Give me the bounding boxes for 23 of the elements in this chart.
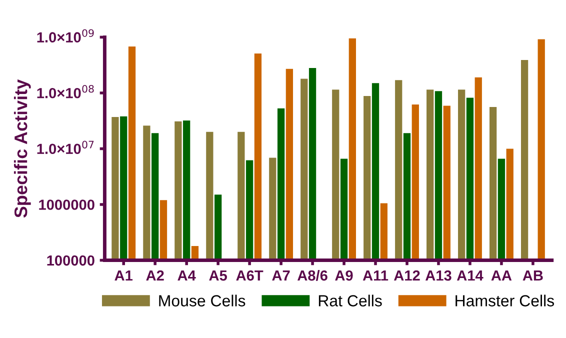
x-tick-label: A1 — [114, 270, 133, 281]
x-tick-label: A13 — [425, 270, 452, 281]
legend-label: Hamster Cells — [456, 294, 554, 306]
y-axis-title: Specific Activity — [14, 79, 31, 218]
legend-label: Rat Cells — [318, 294, 382, 306]
x-tick-label: AA — [491, 270, 512, 281]
x-tick-label: A8/6 — [297, 270, 328, 281]
x-tick-label: A4 — [178, 270, 196, 281]
y-tick-label: 1000000 — [39, 200, 94, 210]
y-tick-label: 1.0×10$^{08}$ — [37, 84, 94, 98]
x-tick-label: A11 — [362, 270, 388, 281]
x-tick-label: A2 — [146, 270, 164, 281]
legend-label: Mouse Cells — [159, 294, 246, 306]
y-tick-label: 100000 — [47, 255, 94, 266]
x-tick-label: A9 — [335, 270, 353, 281]
x-tick-label: A7 — [272, 270, 290, 281]
x-tick-label: A5 — [209, 270, 227, 281]
x-tick-label: AB — [522, 270, 543, 281]
x-tick-label: A14 — [456, 270, 484, 281]
y-tick-label: 1.0×10$^{09}$ — [37, 29, 94, 42]
x-tick-label: A6T — [236, 270, 264, 281]
y-tick-label: 1.0×10$^{07}$ — [37, 140, 94, 154]
x-tick-label: A12 — [394, 270, 420, 281]
